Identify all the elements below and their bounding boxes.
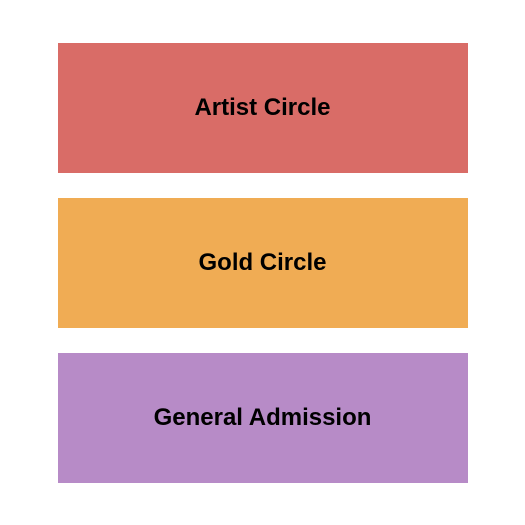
- section-gold-circle[interactable]: Gold Circle: [58, 198, 468, 328]
- section-label: Gold Circle: [198, 249, 326, 277]
- section-artist-circle[interactable]: Artist Circle: [58, 43, 468, 173]
- section-label: Artist Circle: [194, 94, 330, 122]
- section-label: General Admission: [154, 404, 372, 432]
- section-general-admission[interactable]: General Admission: [58, 353, 468, 483]
